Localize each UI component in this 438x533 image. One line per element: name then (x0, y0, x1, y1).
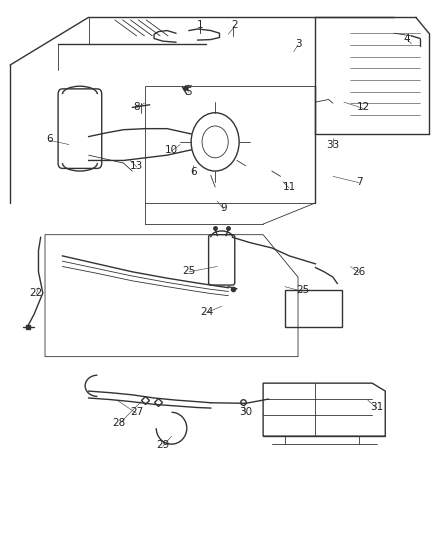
Text: 29: 29 (156, 440, 169, 450)
Text: 30: 30 (239, 407, 252, 417)
Text: 5: 5 (185, 86, 192, 96)
Text: 6: 6 (190, 167, 196, 177)
Text: 4: 4 (403, 34, 410, 44)
Text: 22: 22 (30, 288, 43, 298)
Text: 25: 25 (295, 285, 308, 295)
Text: 10: 10 (165, 145, 178, 155)
Text: 7: 7 (355, 176, 362, 187)
Text: 8: 8 (133, 102, 140, 112)
Text: 6: 6 (46, 134, 53, 144)
Text: 13: 13 (130, 161, 143, 171)
Text: 3: 3 (294, 39, 300, 49)
Text: 31: 31 (369, 402, 382, 412)
Text: 33: 33 (325, 140, 339, 150)
Text: 28: 28 (112, 418, 126, 428)
Text: 1: 1 (196, 20, 203, 30)
Text: 12: 12 (356, 102, 369, 112)
Text: 24: 24 (199, 306, 212, 317)
Text: 26: 26 (352, 267, 365, 277)
Text: 9: 9 (220, 203, 226, 213)
Text: 27: 27 (130, 407, 143, 417)
Text: 2: 2 (231, 20, 237, 30)
Text: 25: 25 (182, 266, 195, 276)
Text: 11: 11 (282, 182, 295, 192)
